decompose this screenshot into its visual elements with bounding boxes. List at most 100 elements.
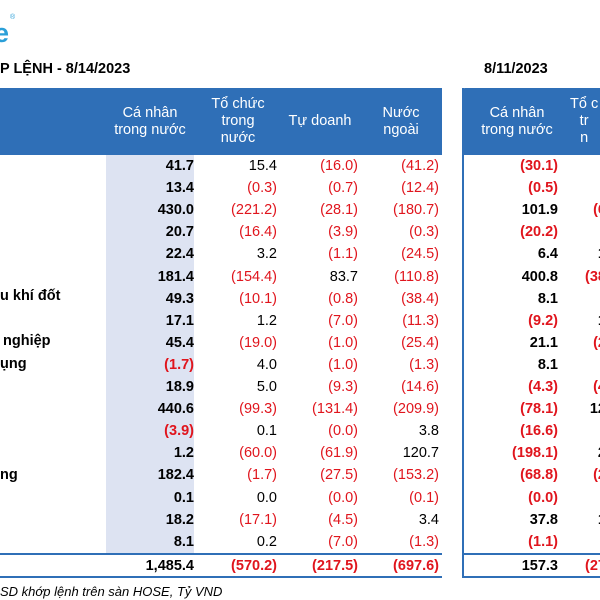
left-total-line (0, 553, 442, 555)
table-cell: 17.1 (165, 312, 194, 329)
left-shade-column (106, 155, 194, 553)
table-cell: (99.3) (239, 401, 277, 418)
footnote: SD khớp lệnh trên sàn HOSE, Tỷ VND (0, 584, 223, 599)
table-cell: (16.4) (239, 224, 277, 241)
table-cell: (1.0) (328, 356, 358, 373)
right-table-header: Cá nhân trong nước Tổ c tr n (462, 88, 600, 155)
table-cell: (12.4) (401, 180, 439, 197)
table-cell: 1.2 (256, 312, 277, 329)
brand-logo: e® (0, 14, 15, 49)
table-cell: 181.4 (157, 268, 194, 285)
table-cell: 430.0 (157, 202, 194, 219)
table-cell: (16.0) (320, 158, 358, 174)
table-cell: (6 (593, 202, 600, 219)
table-cell: (61.9) (320, 445, 358, 462)
total-cell: (217.5) (312, 558, 358, 574)
row-label-8: nghiệp (3, 333, 51, 349)
table-cell: (16.6) (520, 423, 558, 440)
table-cell: 1.2 (173, 445, 194, 462)
table-cell: (1.1) (528, 533, 558, 550)
table-cell: (7.0) (328, 312, 358, 329)
table-cell: 3.4 (418, 511, 439, 528)
table-cell: (4.5) (328, 511, 358, 528)
table-cell: (4.3) (528, 379, 558, 395)
table-cell: (110.8) (394, 268, 439, 285)
table-cell: (20.2) (520, 224, 558, 241)
table-cell: (3.9) (328, 224, 358, 241)
row-label-9: ụng (0, 356, 27, 372)
table-cell: 1 (598, 509, 600, 531)
total-cell: 157.3 (521, 558, 558, 574)
table-cell: 49.3 (165, 290, 194, 307)
table-cell: 45.4 (165, 334, 194, 351)
table-cell: (0.0) (328, 489, 358, 506)
header-right-to-chuc: Tổ c tr n (570, 96, 599, 146)
total-cell: (697.6) (393, 558, 439, 574)
table-cell: (0.5) (528, 180, 558, 197)
table-cell: (19.0) (239, 334, 277, 351)
table-cell: (2 (593, 467, 600, 484)
logo-text: e (0, 18, 10, 48)
header-to-chuc: Tổ chức trong nước (211, 96, 265, 146)
table-cell: 41.7 (165, 158, 194, 174)
left-bottom-line (0, 576, 442, 578)
table-cell: (154.4) (231, 268, 277, 285)
table-cell: 3.2 (256, 246, 277, 263)
table-cell: 101.9 (521, 202, 558, 219)
table-cell: 8.1 (537, 356, 558, 373)
table-cell: (78.1) (520, 401, 558, 418)
table-cell: (0.7) (328, 180, 358, 197)
table-cell: (68.8) (520, 467, 558, 484)
table-cell: 120.7 (402, 445, 439, 462)
table-cell: (10.1) (239, 290, 277, 307)
table-cell: (24.5) (401, 246, 439, 263)
table-cell: (9.2) (528, 312, 558, 329)
left-table-title: P LỆNH - 8/14/2023 (0, 61, 131, 77)
right-table-title: 8/11/2023 (484, 61, 548, 77)
total-cell: (27 (585, 558, 600, 574)
table-cell: (7.0) (328, 533, 358, 550)
left-table-header: Cá nhân trong nước Tổ chức trong nước Tự do… (0, 88, 442, 155)
table-cell: 1 (598, 310, 600, 332)
right-left-border (462, 88, 464, 577)
table-cell: (1.0) (328, 334, 358, 351)
table-cell: (11.3) (402, 312, 439, 329)
table-cell: (153.2) (393, 467, 439, 484)
table-cell: (209.9) (393, 401, 439, 418)
table-cell: 2 (598, 442, 600, 464)
table-cell: 440.6 (157, 401, 194, 418)
table-cell: 20.7 (165, 224, 194, 241)
table-cell: 15.4 (248, 158, 277, 174)
table-cell: (0.0) (328, 423, 358, 440)
table-cell: (0.3) (409, 224, 439, 241)
header-tu-doanh: Tự doanh (288, 113, 352, 129)
table-cell: 83.7 (329, 268, 358, 285)
table-cell: 12 (589, 401, 600, 418)
table-cell: (1.1) (328, 246, 358, 263)
table-cell: (17.1) (239, 511, 277, 528)
table-cell: (0.1) (409, 489, 439, 506)
table-cell: (1.7) (164, 356, 194, 373)
table-cell: 18.9 (165, 379, 194, 395)
row-label-6: u khí đốt (0, 288, 61, 304)
table-cell: (0.0) (528, 489, 558, 506)
table-cell: 13.4 (165, 180, 194, 197)
table-cell: (38.4) (401, 290, 439, 307)
table-cell: 22.4 (165, 246, 194, 263)
table-cell: 18.2 (165, 511, 194, 528)
table-cell: 0.0 (256, 489, 277, 506)
table-cell: 4.0 (256, 356, 277, 373)
total-cell: 1,485.4 (145, 558, 194, 574)
right-total-line (462, 553, 600, 555)
table-cell: (25.4) (401, 334, 439, 351)
table-cell: (180.7) (393, 202, 439, 219)
table-cell: (1.3) (409, 533, 439, 550)
table-cell: (4 (593, 379, 600, 395)
header-right-ca-nhan: Cá nhân trong nước (481, 104, 553, 138)
table-cell: 3.8 (418, 423, 439, 440)
table-cell: 1 (598, 243, 600, 265)
table-cell: (14.6) (401, 379, 439, 395)
logo-registered-mark: ® (10, 14, 16, 21)
table-cell: (0.3) (247, 180, 277, 197)
table-cell: (0.8) (328, 290, 358, 307)
